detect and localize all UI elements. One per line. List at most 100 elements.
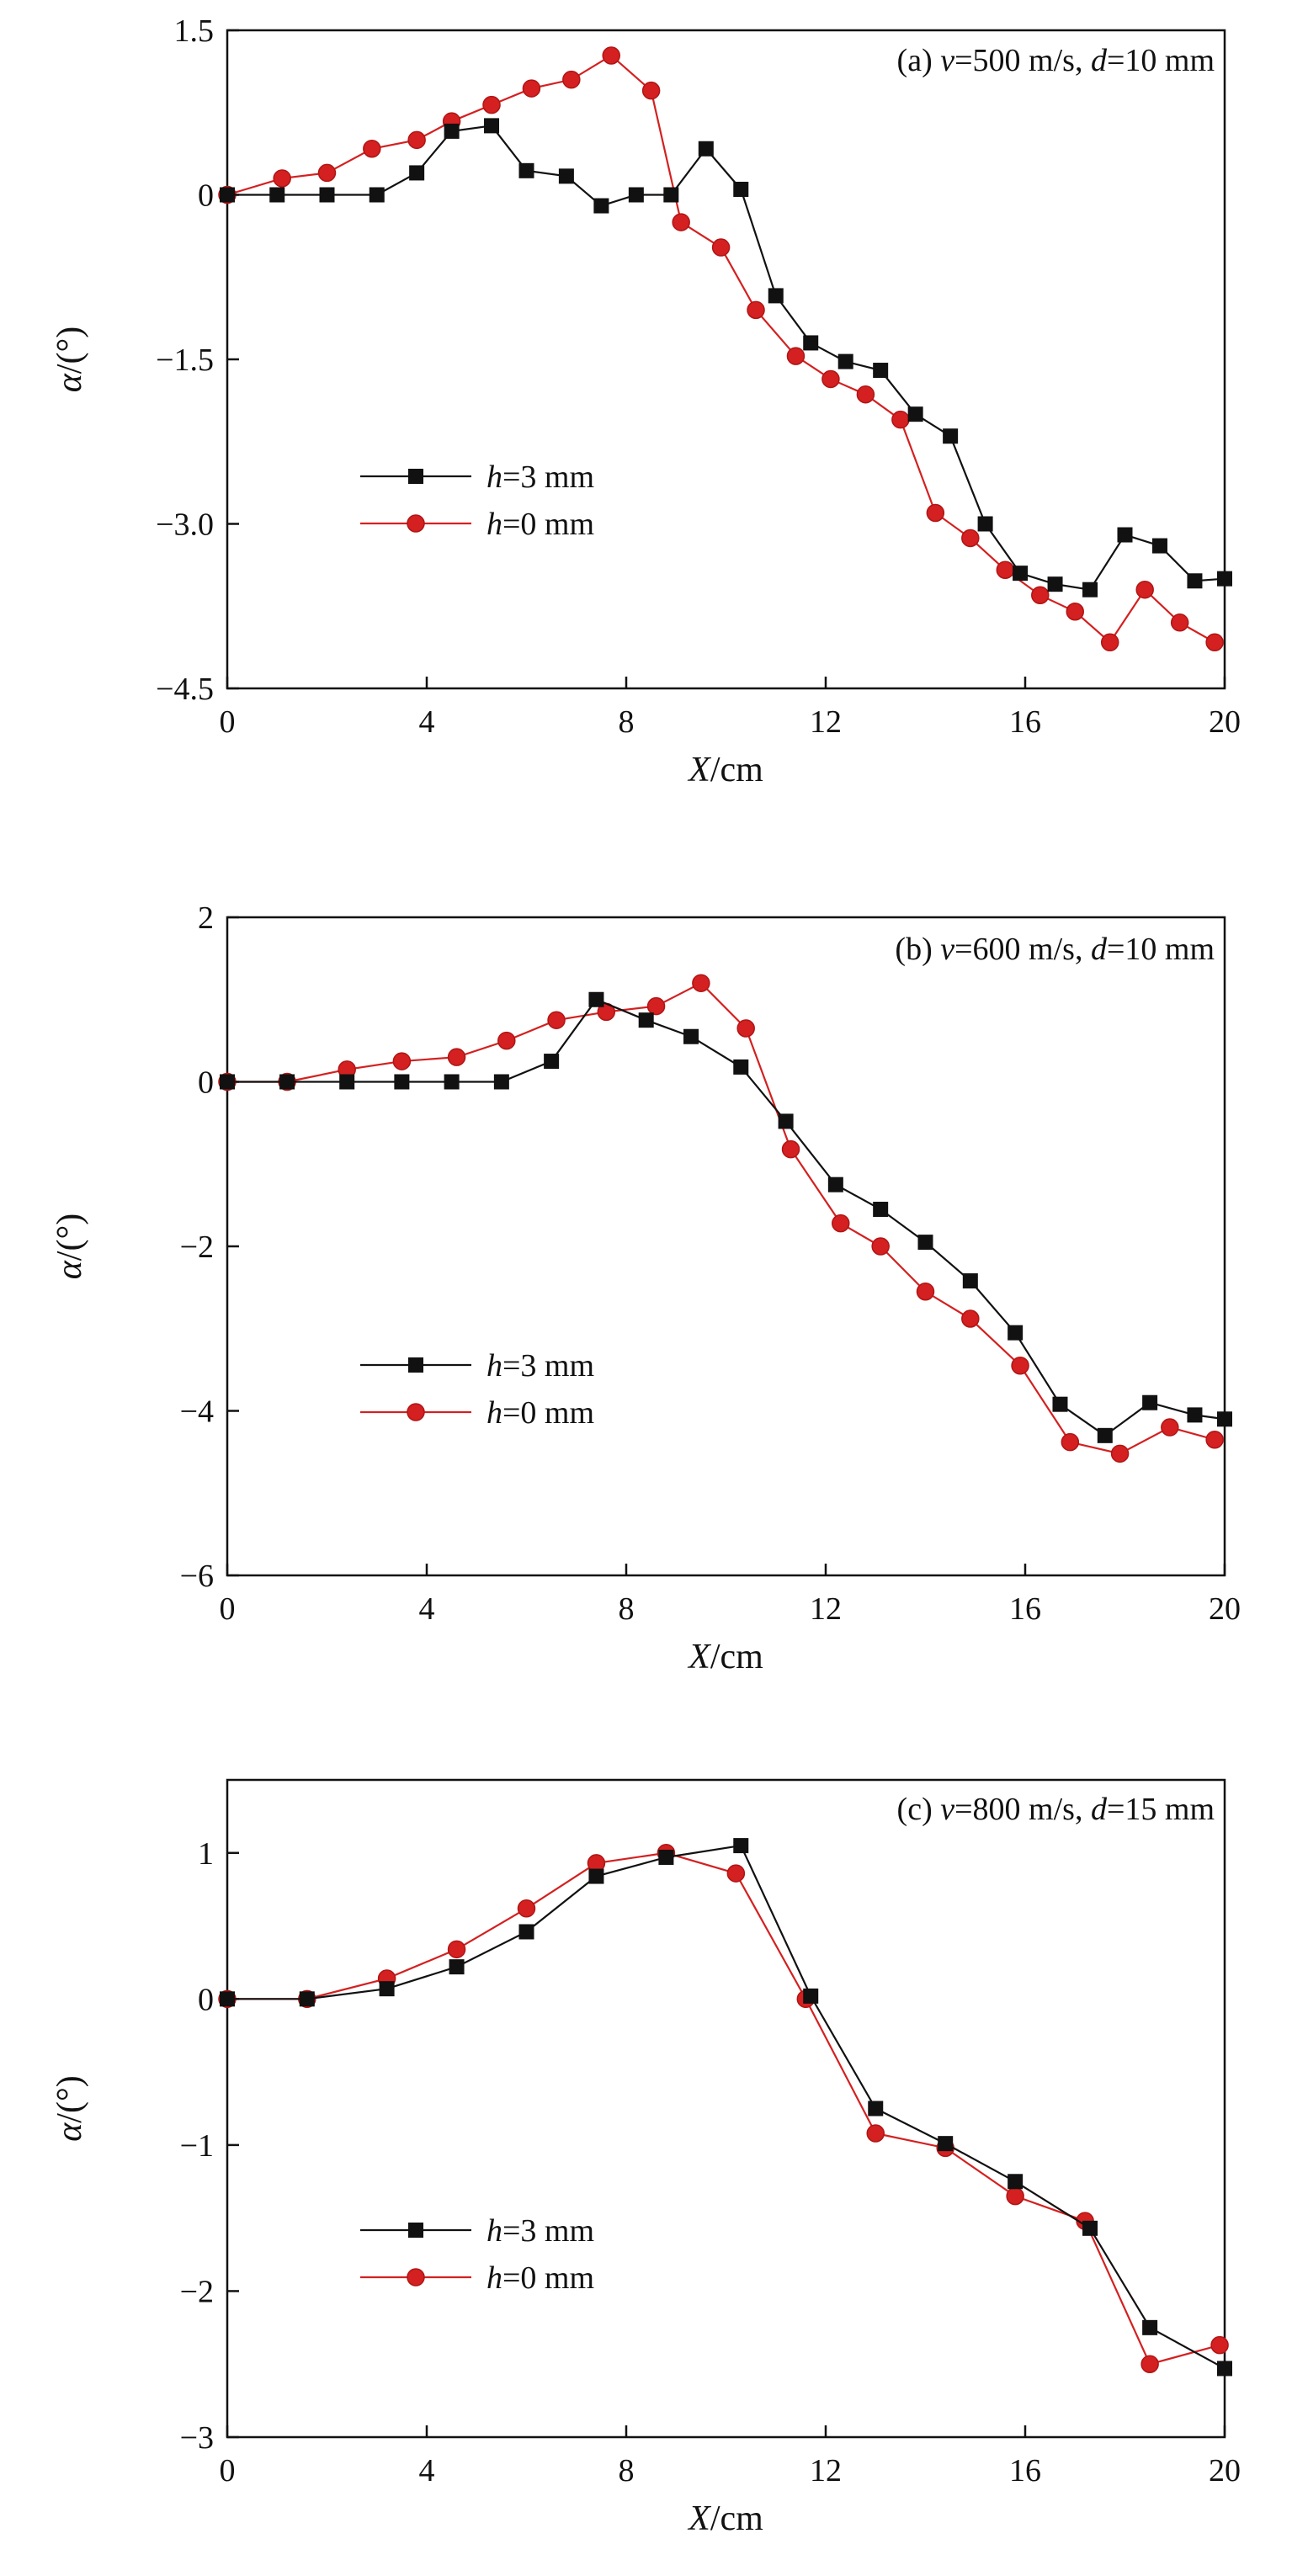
legend-var: h [486, 2213, 502, 2249]
data-point [786, 347, 806, 365]
data-point [1066, 603, 1084, 621]
data-point [996, 560, 1015, 579]
data-point [1210, 2335, 1229, 2355]
legend-marker [408, 1357, 423, 1373]
data-point [407, 130, 426, 150]
data-point [638, 1012, 654, 1028]
panel-title: (b) v=600 m/s, d=10 mm [895, 932, 1215, 967]
data-point [1031, 586, 1050, 604]
x-axis-title: X/cm [687, 1638, 763, 1676]
x-axis-var: X [687, 2499, 712, 2538]
data-point [711, 238, 731, 257]
data-point [220, 187, 235, 203]
series-h3 [220, 1838, 1232, 2377]
data-point [1205, 1430, 1224, 1449]
x-axis-title: X/cm [687, 2499, 763, 2538]
y-axis-title: α/(°) [51, 2075, 89, 2141]
data-point [409, 165, 425, 181]
data-point [1097, 1427, 1113, 1443]
legend-value: =3 mm [502, 2213, 594, 2249]
data-point [588, 1868, 604, 1884]
legend-value: =3 mm [502, 1348, 594, 1384]
panel-b: 0 4 8 12 16 20 −6 −4 −2 0 2 X/cm α/(°) (b) v=600 m/s,… [51, 900, 1241, 1676]
x-axis-var: X [687, 1638, 712, 1676]
data-point [363, 140, 381, 158]
data-point [1011, 1356, 1029, 1375]
data-point [837, 353, 853, 369]
data-point [1082, 582, 1098, 598]
data-point [1135, 580, 1154, 599]
y-tick-label: −4 [180, 1394, 214, 1430]
y-tick-label: 1 [198, 1836, 214, 1872]
legend-marker [407, 514, 425, 533]
data-point [1187, 573, 1203, 589]
data-point [663, 187, 679, 203]
series-h0 [218, 1844, 1229, 2373]
y-axis-var: α [51, 2122, 89, 2142]
legend-marker [408, 2223, 423, 2238]
data-point [803, 335, 819, 351]
data-point [1100, 633, 1119, 652]
data-point [917, 1235, 933, 1251]
plot-frame [226, 29, 1226, 690]
data-point [449, 1959, 465, 1975]
data-point [733, 1838, 749, 1854]
x-tick-label: 4 [419, 2453, 435, 2488]
data-point [778, 1113, 794, 1129]
y-tick-label: 0 [198, 178, 214, 214]
data-point [1008, 1325, 1023, 1341]
data-point [1187, 1407, 1203, 1423]
legend-marker [408, 469, 423, 484]
series-line [227, 1844, 1226, 2370]
x-tick-label: 0 [220, 2453, 236, 2488]
series-h3 [220, 991, 1232, 1443]
data-point [832, 1214, 850, 1233]
legend-label: h=0 mm [486, 507, 594, 542]
data-point [827, 1176, 843, 1192]
data-point [658, 1849, 674, 1865]
data-point [444, 123, 460, 139]
data-point [444, 1074, 460, 1090]
data-point [868, 2101, 884, 2117]
y-tick-label: 1.5 [174, 13, 215, 49]
data-point [961, 528, 980, 548]
series-h0 [218, 974, 1224, 1463]
data-point [891, 410, 910, 429]
legend-var: h [486, 1348, 502, 1384]
legend-marker [407, 1403, 425, 1421]
title-v-value: =600 m/s, [954, 932, 1091, 967]
data-point [1142, 2319, 1158, 2335]
data-point [447, 1940, 466, 1959]
x-tick-label: 12 [810, 704, 842, 740]
x-axis-unit: /cm [710, 751, 763, 789]
y-axis-unit: /(°) [51, 2075, 89, 2122]
y-axis-var: α [51, 373, 89, 392]
data-point [269, 187, 285, 203]
title-d-value: =15 mm [1107, 1792, 1215, 1827]
legend-var: h [486, 1395, 502, 1431]
data-point [1052, 1396, 1068, 1412]
data-point [672, 213, 690, 231]
title-d-value: =10 mm [1107, 932, 1215, 967]
data-point [873, 363, 889, 379]
x-tick-label: 4 [419, 1591, 435, 1627]
data-point [279, 1074, 295, 1090]
legend-value: =0 mm [502, 507, 594, 542]
plot-frame [226, 916, 1226, 1577]
data-point [1151, 538, 1167, 554]
legend-marker [407, 2268, 425, 2287]
title-v-var: v [940, 932, 954, 967]
y-tick-label: −2 [180, 2274, 214, 2309]
x-axis-title: X/cm [687, 751, 763, 789]
data-point [1006, 2186, 1024, 2206]
y-tick-label: −4.5 [156, 672, 214, 707]
data-point [1217, 1411, 1232, 1427]
x-tick-label: 8 [619, 1591, 635, 1627]
data-point [821, 369, 840, 389]
title-v-var: v [940, 43, 954, 78]
data-point [856, 385, 875, 404]
data-point [493, 1074, 509, 1090]
title-v-value: =500 m/s, [954, 43, 1091, 78]
panel-a: 0 4 8 12 16 20−4.5−3.0−1.501.5X/cmα/(°)(a) v=… [51, 13, 1241, 789]
x-tick-label: 20 [1209, 2453, 1241, 2488]
